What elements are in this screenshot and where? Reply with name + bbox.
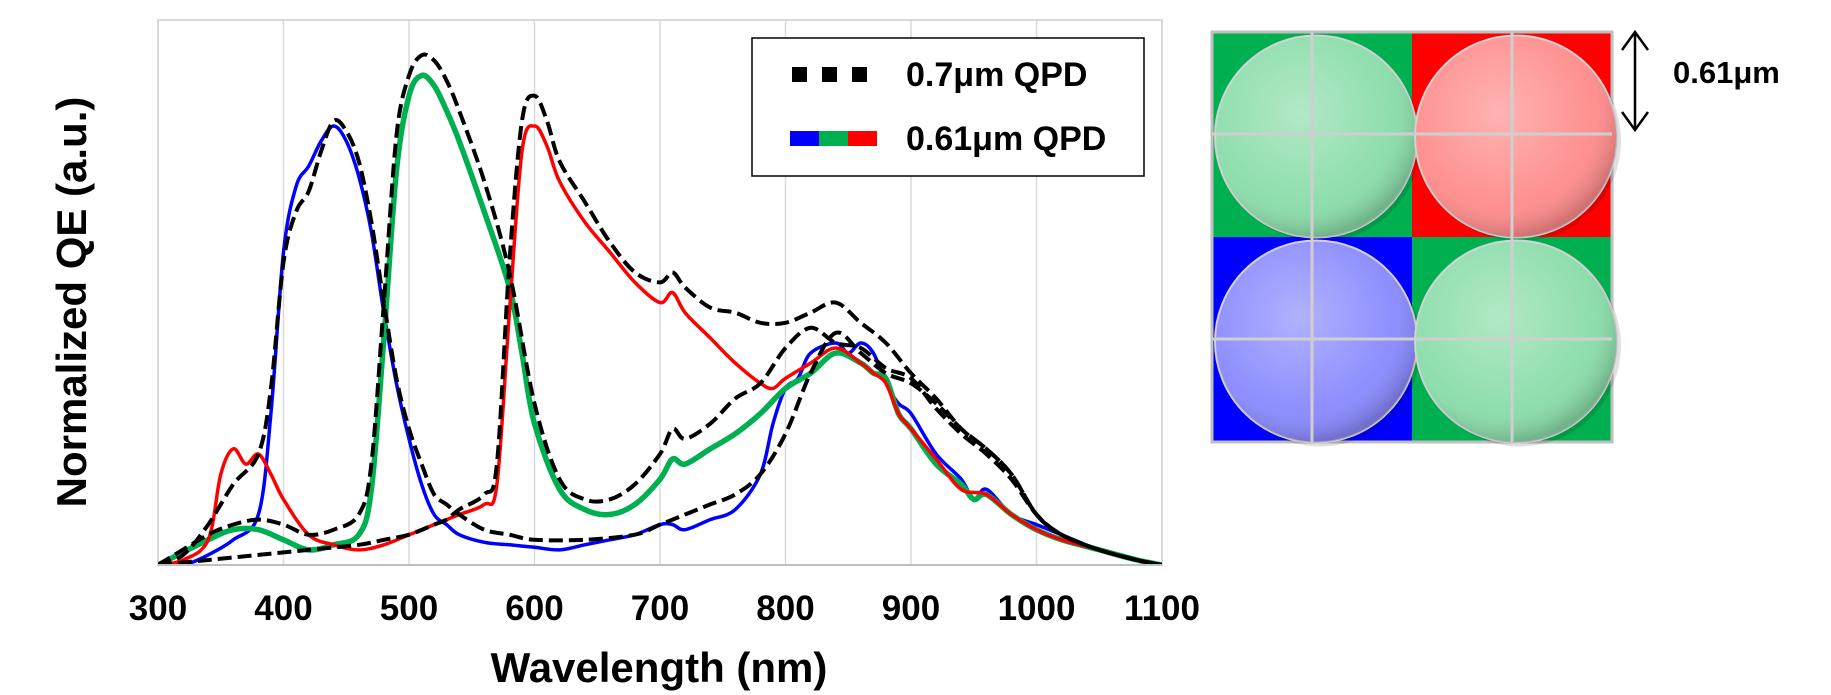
- series-line-0.7um-green: [158, 52, 1162, 565]
- series-line-0.61um-red: [158, 124, 1162, 565]
- legend-label-0.61um: 0.61μm QPD: [906, 120, 1106, 158]
- legend-label-0.7um: 0.7μm QPD: [906, 56, 1087, 94]
- series-line-0.7um-blue: [158, 118, 1162, 565]
- x-axis-title: Wavelength (nm): [491, 644, 828, 691]
- legend-box: [751, 37, 1145, 177]
- x-tick-label-300: 300: [129, 589, 187, 628]
- x-tick-label-1100: 1100: [1124, 589, 1200, 628]
- legend: 0.7μm QPD 0.61μm QPD: [751, 37, 1145, 177]
- series-group: [158, 52, 1162, 565]
- x-tick-label-400: 400: [254, 589, 312, 628]
- x-tick-label-600: 600: [505, 589, 563, 628]
- x-tick-labels: 300 400 500 600 700 800 900 1000 1100: [129, 589, 1200, 628]
- series-line-0.61um-green: [158, 72, 1162, 565]
- y-axis-title: Normalized QE (a.u.): [48, 97, 95, 508]
- x-tick-label-1000: 1000: [998, 589, 1076, 628]
- x-tick-label-500: 500: [380, 589, 438, 628]
- legend-swatch-0.7um: [792, 67, 867, 82]
- series-line-0.7um-red: [158, 93, 1162, 565]
- legend-swatch-0.61um: [790, 131, 877, 146]
- x-tick-label-900: 900: [882, 589, 940, 628]
- x-tick-label-700: 700: [631, 589, 689, 628]
- x-tick-label-800: 800: [756, 589, 814, 628]
